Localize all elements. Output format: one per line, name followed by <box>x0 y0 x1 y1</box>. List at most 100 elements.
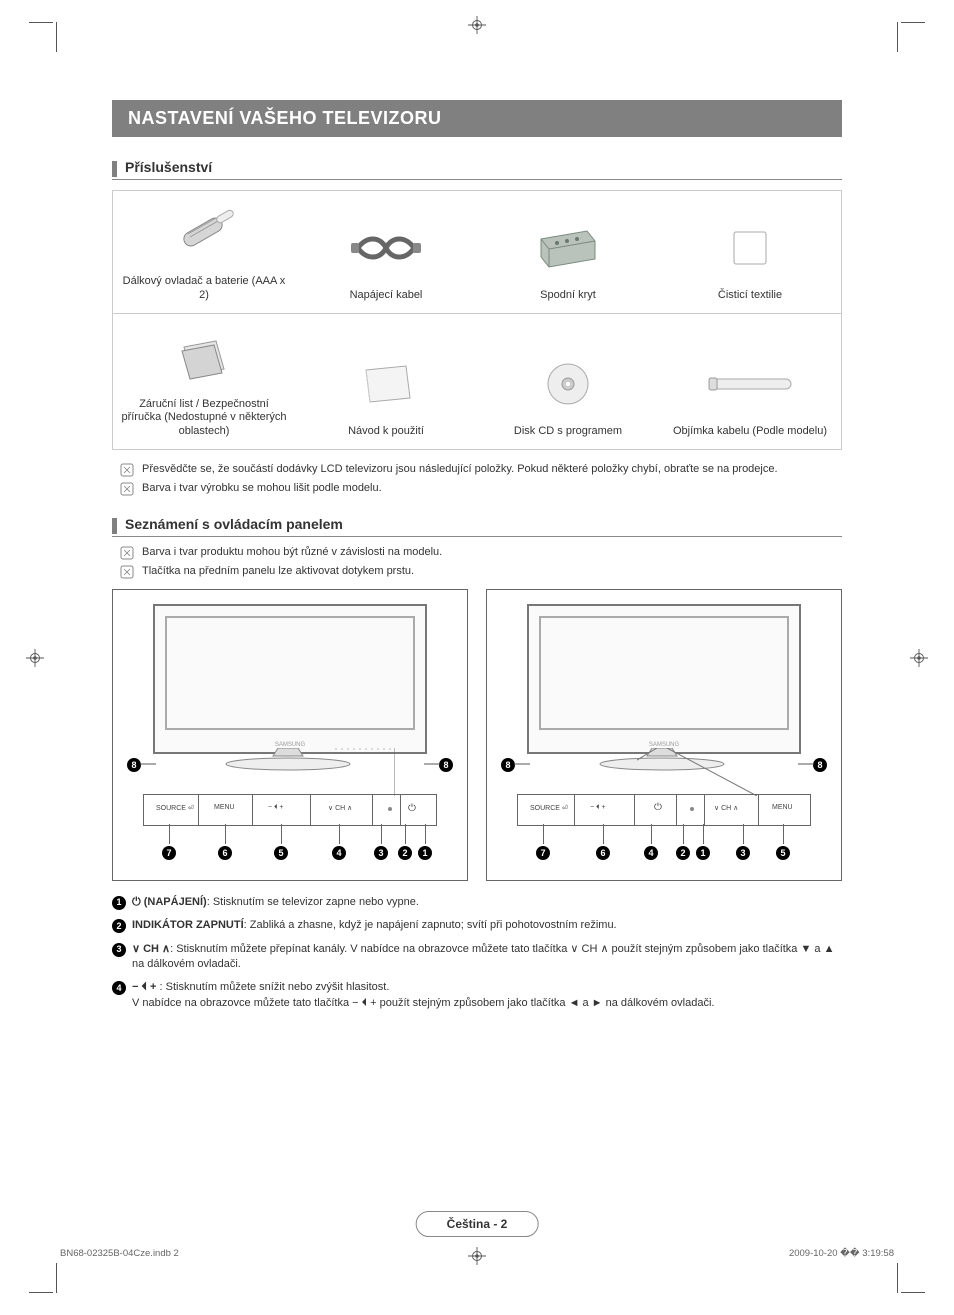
manual-icon <box>301 349 471 419</box>
bottom-cover-icon <box>483 213 653 283</box>
crop-mark-top-left <box>56 22 87 52</box>
leader-line <box>514 763 530 765</box>
accessory-cd: Disk CD s programem <box>477 314 659 449</box>
control-label: MENU <box>772 804 793 811</box>
manual-caption: Návod k použití <box>348 425 424 439</box>
description-item: 1 ⏻ (NAPÁJENÍ): Stisknutím se televizor … <box>112 895 842 910</box>
desc-badge-3: 3 <box>112 943 126 957</box>
badge-2: 2 <box>676 846 690 860</box>
tv-body: SAMSUNG <box>527 604 801 754</box>
crop-mark-top-right <box>867 22 898 52</box>
page-number-pill: Čeština - 2 <box>416 1211 539 1237</box>
badge-2: 2 <box>398 846 412 860</box>
cloth-icon <box>665 213 835 283</box>
badge-8-right: 8 <box>813 758 827 772</box>
note-item: Barva i tvar výrobku se mohou lišit podl… <box>120 481 842 496</box>
bottom-cover-caption: Spodní kryt <box>540 289 596 303</box>
badge-6: 6 <box>218 846 232 860</box>
accessories-notes: Přesvědčte se, že součástí dodávky LCD t… <box>112 462 842 496</box>
accessory-cable-holder: Objímka kabelu (Podle modelu) <box>659 314 841 449</box>
note-icon <box>120 482 134 496</box>
tv-diagram-left: SAMSUNG 8 8 <box>112 589 468 881</box>
badge-8-left: 8 <box>501 758 515 772</box>
heading-accent-bar <box>112 518 117 534</box>
section-title-bar: NASTAVENÍ VAŠEHO TELEVIZORU <box>112 100 842 137</box>
leader-line <box>703 824 704 844</box>
tv-screen-inner <box>165 616 415 730</box>
power-cable-icon <box>301 213 471 283</box>
panel-diagrams-row: SAMSUNG 8 8 <box>112 589 842 881</box>
accessory-power-cable: Napájecí kabel <box>295 191 477 313</box>
badge-3: 3 <box>736 846 750 860</box>
leader-line <box>140 763 156 765</box>
accessory-warranty: Záruční list / Bezpečnostní příručka (Ne… <box>113 314 295 449</box>
desc-text: − ⏴ + : Stisknutím můžete snížit nebo zv… <box>132 980 714 1011</box>
tv-body: SAMSUNG <box>153 604 427 754</box>
leader-line <box>339 824 340 844</box>
footer-timestamp: 2009-10-20 �� 3:19:58 <box>789 1248 894 1259</box>
control-label: SOURCE ⏎ <box>530 804 568 812</box>
leader-lines <box>301 748 395 796</box>
accessory-cloth: Čisticí textilie <box>659 191 841 313</box>
registration-mark-top <box>468 16 486 34</box>
leader-line <box>798 763 814 765</box>
heading-text: Seznámení s ovládacím panelem <box>125 516 343 532</box>
badge-1: 1 <box>696 846 710 860</box>
control-label: ∨ CH ∧ <box>714 804 738 812</box>
leader-line <box>424 763 440 765</box>
accessories-grid: Dálkový ovladač a baterie (AAA x 2) Napá… <box>112 190 842 450</box>
control-strip: SOURCE ⏎ − ⏴ + ⏻ ∨ CH ∧ MENU <box>517 794 811 826</box>
crop-mark-bottom-left <box>56 1263 87 1293</box>
note-item: Přesvědčte se, že součástí dodávky LCD t… <box>120 462 842 477</box>
badge-7: 7 <box>536 846 550 860</box>
accessory-manual: Návod k použití <box>295 314 477 449</box>
leader-line <box>543 824 544 844</box>
leader-lines <box>637 748 757 796</box>
leader-line <box>405 824 406 844</box>
note-icon <box>120 546 134 560</box>
heading-text: Příslušenství <box>125 159 212 175</box>
note-icon <box>120 463 134 477</box>
leader-line <box>783 824 784 844</box>
tv-diagram-right: SAMSUNG 8 8 SOURCE ⏎ − ⏴ + ⏻ <box>486 589 842 881</box>
badge-5: 5 <box>776 846 790 860</box>
footer-doc-id: BN68-02325B-04Cze.indb 2 <box>60 1248 179 1259</box>
remote-caption: Dálkový ovladač a baterie (AAA x 2) <box>119 275 289 303</box>
desc-badge-1: 1 <box>112 896 126 910</box>
cloth-caption: Čisticí textilie <box>718 289 782 303</box>
badge-1: 1 <box>418 846 432 860</box>
indicator-dot <box>388 807 392 811</box>
registration-mark-right <box>910 649 928 667</box>
accessory-remote: Dálkový ovladač a baterie (AAA x 2) <box>113 191 295 313</box>
control-label: − ⏴ + <box>590 804 606 812</box>
control-label: ∨ CH ∧ <box>328 804 352 812</box>
control-label: ⏻ <box>408 803 416 814</box>
control-label: − ⏴ + <box>268 804 284 812</box>
desc-text: ⏻ (NAPÁJENÍ): Stisknutím se televizor za… <box>132 895 419 910</box>
leader-line <box>381 824 382 844</box>
remote-icon <box>119 199 289 269</box>
note-text: Barva i tvar výrobku se mohou lišit podl… <box>142 481 382 496</box>
note-text: Barva i tvar produktu mohou být různé v … <box>142 545 442 560</box>
leader-line <box>683 824 684 844</box>
desc-badge-2: 2 <box>112 919 126 933</box>
note-icon <box>120 565 134 579</box>
registration-mark-left <box>26 649 44 667</box>
leader-line <box>169 824 170 844</box>
badge-8-right: 8 <box>439 758 453 772</box>
crop-mark-bottom-right <box>867 1263 898 1293</box>
leader-line <box>281 824 282 844</box>
control-label: ⏻ <box>654 802 662 813</box>
panel-notes: Barva i tvar produktu mohou být různé v … <box>112 545 842 579</box>
leader-line <box>651 824 652 844</box>
leader-line <box>425 824 426 844</box>
control-label: MENU <box>214 804 235 811</box>
leader-line <box>743 824 744 844</box>
leader-line <box>603 824 604 844</box>
description-item: 4 − ⏴ + : Stisknutím můžete snížit nebo … <box>112 980 842 1011</box>
warranty-icon <box>119 322 289 392</box>
cd-caption: Disk CD s programem <box>514 425 622 439</box>
power-cable-caption: Napájecí kabel <box>350 289 423 303</box>
cable-holder-icon <box>665 349 835 419</box>
panel-heading: Seznámení s ovládacím panelem <box>112 516 842 537</box>
